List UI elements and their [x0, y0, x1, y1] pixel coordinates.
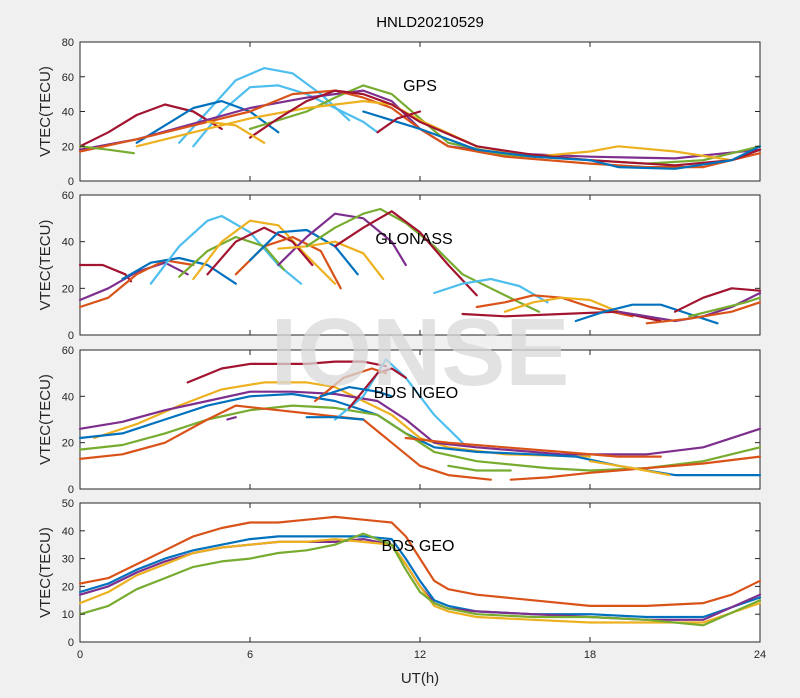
series-line-1-11 — [78, 145, 135, 155]
y-axis-label: VTEC(TECU) — [37, 66, 54, 157]
series-line-1-3 — [78, 103, 223, 148]
x-tick-label: 6 — [247, 649, 253, 661]
series-line-1-5 — [78, 89, 762, 160]
series-line-2-7 — [192, 219, 337, 285]
y-tick-label: 20 — [62, 581, 74, 593]
series-line-3-14 — [588, 460, 671, 477]
panel-label: BDS NGEO — [374, 385, 458, 402]
y-tick-label: 60 — [62, 72, 74, 84]
y-tick-label: 0 — [68, 176, 74, 188]
series-line-2-12 — [277, 240, 385, 281]
series-line-3-16 — [305, 416, 365, 421]
x-tick-label: 0 — [77, 649, 83, 661]
panel-3: 0 20 40 60 VTEC(TECU) BDS NGEO — [37, 345, 762, 496]
series-line-1-10 — [362, 110, 762, 170]
series-line-3-9 — [348, 367, 407, 409]
series-line-3-11 — [319, 386, 393, 398]
series-line-3-5 — [78, 404, 762, 472]
x-tick-label: 24 — [754, 649, 766, 661]
series-line-1-7 — [78, 89, 762, 169]
series-line-2-11 — [277, 212, 407, 267]
y-tick-label: 80 — [62, 37, 74, 49]
series-line-3-8 — [333, 358, 464, 444]
series-line-2-6 — [178, 235, 286, 278]
y-tick-label: 50 — [62, 498, 74, 510]
series-line-2-15 — [433, 277, 549, 304]
watermark: IONSE — [271, 299, 570, 406]
series-line-2-4 — [121, 256, 237, 285]
series-line-2-17 — [503, 296, 620, 313]
series-line-3-15 — [226, 416, 237, 421]
series-line-1-6 — [248, 84, 762, 165]
panel-2: 0 20 40 60 VTEC(TECU) GLONASS — [37, 190, 762, 342]
y-tick-label: 60 — [62, 190, 74, 202]
series-line-1-13 — [376, 110, 422, 134]
series-line-1-8 — [135, 99, 733, 162]
series-line-2-10 — [248, 228, 359, 276]
y-axis-label: VTEC(TECU) — [37, 220, 54, 311]
series-line-2-23 — [645, 301, 762, 325]
series-line-4-3 — [78, 537, 762, 621]
series-line-2-16 — [475, 294, 634, 318]
series-line-3-7 — [509, 455, 762, 481]
series-line-2-22 — [688, 296, 762, 318]
series-line-4-5 — [78, 532, 762, 627]
y-tick-label: 40 — [62, 526, 74, 538]
series-line-2-8 — [206, 226, 314, 276]
y-tick-label: 0 — [68, 330, 74, 342]
series-line-1-12 — [206, 120, 266, 144]
series-line-3-6 — [78, 404, 492, 481]
y-axis-label: VTEC(TECU) — [37, 374, 54, 465]
series-line-3-10 — [314, 367, 388, 403]
y-tick-label: 20 — [62, 283, 74, 295]
series-line-2-3 — [78, 259, 195, 309]
series-line-1-2 — [192, 84, 379, 148]
y-tick-label: 0 — [68, 637, 74, 649]
series-line-3-2 — [93, 381, 592, 458]
series-line-2-14 — [333, 210, 478, 297]
panel-label: BDS GEO — [382, 538, 455, 555]
x-tick-label: 12 — [414, 649, 426, 661]
series-line-4-4 — [78, 537, 762, 624]
series-line-2-13 — [305, 207, 541, 313]
series-line-1-9 — [248, 89, 762, 167]
series-line-1-1 — [178, 66, 351, 144]
series-line-3-12 — [404, 436, 662, 458]
x-axis-label: UT(h) — [401, 670, 439, 687]
series-line-4-2 — [78, 535, 762, 619]
y-tick-label: 40 — [62, 391, 74, 403]
y-tick-label: 10 — [62, 609, 74, 621]
panel-4: 0 10 20 30 40 50 0 6 12 18 24 VTEC(TECU) BDS GEO — [37, 498, 766, 661]
series-line-3-1 — [186, 360, 388, 384]
y-axis-label: VTEC(TECU) — [37, 527, 54, 618]
y-tick-label: 40 — [62, 107, 74, 119]
x-tick-label: 18 — [584, 649, 596, 661]
y-tick-label: 20 — [62, 141, 74, 153]
y-tick-label: 40 — [62, 237, 74, 249]
panel-label: GLONASS — [375, 231, 452, 248]
series-line-3-3 — [78, 390, 762, 456]
series-line-1-4 — [135, 99, 280, 144]
y-tick-label: 30 — [62, 554, 74, 566]
series-line-2-21 — [673, 287, 762, 313]
series-line-4-1 — [78, 515, 762, 608]
series-line-3-13 — [447, 464, 512, 472]
panel-label: GPS — [403, 78, 437, 95]
y-tick-label: 60 — [62, 345, 74, 357]
y-tick-label: 20 — [62, 438, 74, 450]
panel-1: 0 20 40 60 80 VTEC(TECU) GPS — [37, 37, 762, 188]
figure-title: HNLD20210529 — [376, 14, 484, 31]
y-tick-label: 0 — [68, 484, 74, 496]
